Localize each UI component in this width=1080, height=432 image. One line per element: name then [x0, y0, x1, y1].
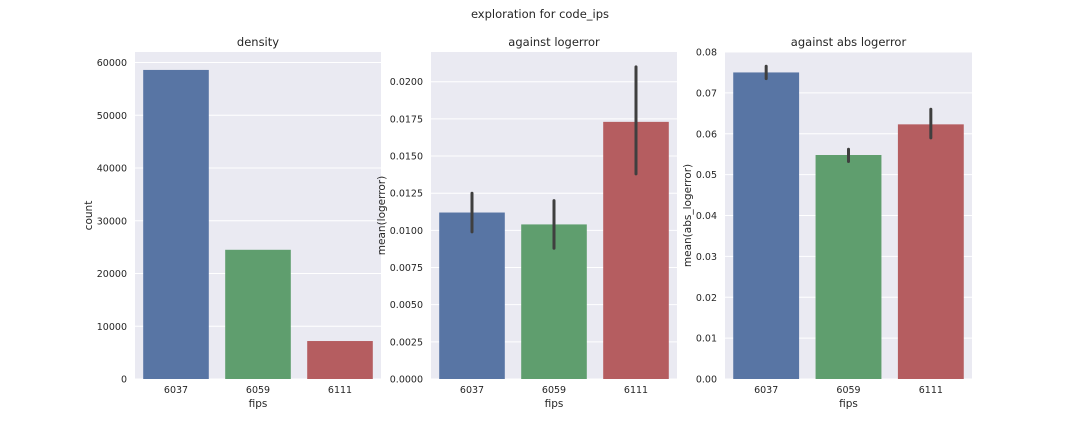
y-tick-label: 0.0150: [390, 152, 423, 163]
x-tick-label: 6037: [164, 385, 188, 396]
subplot-3: 0.00 0.01 0.02 0.03 0.04 0.05 0.06 0.07 0.08 6037…: [682, 35, 972, 410]
bar-6059: [521, 224, 587, 379]
y-tick-label: 0.0000: [390, 375, 423, 386]
y-tick-label: 0.04: [696, 211, 717, 222]
subplot-title: against logerror: [508, 35, 600, 49]
x-tick-label: 6111: [328, 385, 352, 396]
y-tick-label: 0.07: [696, 88, 717, 99]
y-tick-label: 30000: [97, 216, 127, 227]
y-tick-label: 0: [121, 375, 127, 386]
x-tick-label: 6111: [919, 385, 943, 396]
bar-6037: [143, 69, 209, 380]
x-axis-label: fips: [545, 398, 564, 410]
bar-6059: [225, 249, 291, 379]
y-tick-label: 0.0200: [390, 77, 423, 88]
x-tick-label: 6037: [460, 385, 484, 396]
y-tick-label: 20000: [97, 269, 127, 280]
subplot-1: 0 10000 20000 30000 40000 50000 60000 6037 6059 6…: [83, 35, 381, 410]
figure-suptitle: exploration for code_ips: [471, 7, 609, 21]
y-tick-label: 0.08: [696, 48, 717, 59]
bar-6037: [733, 72, 800, 379]
subplot-title: against abs logerror: [791, 35, 907, 49]
x-tick-label: 6059: [246, 385, 270, 396]
y-tick-label: 0.0100: [390, 226, 423, 237]
y-tick-label: 0.03: [696, 252, 717, 263]
x-tick-label: 6059: [542, 385, 566, 396]
bar-6111: [307, 341, 373, 379]
y-tick-label: 0.02: [696, 293, 717, 304]
y-tick-label: 40000: [97, 164, 127, 175]
subplot-panels: 0 10000 20000 30000 40000 50000 60000 6037 6059 6…: [83, 35, 972, 410]
y-tick-label: 0.0175: [390, 114, 423, 125]
x-tick-label: 6059: [836, 385, 860, 396]
y-tick-label: 0.05: [696, 170, 717, 181]
y-tick-label: 0.00: [696, 375, 717, 386]
y-tick-label: 50000: [97, 111, 127, 122]
bar-6037: [439, 212, 505, 379]
x-tick-label: 6037: [754, 385, 778, 396]
y-tick-label: 60000: [97, 58, 127, 69]
y-tick-label: 0.06: [696, 129, 717, 140]
y-tick-label: 0.01: [696, 334, 717, 345]
y-tick-label: 0.0050: [390, 300, 423, 311]
y-axis-label: mean(abs_logerror): [682, 164, 694, 267]
x-tick-label: 6111: [624, 385, 648, 396]
y-axis-label: mean(logerror): [376, 176, 388, 255]
bar-6059: [815, 155, 882, 379]
subplot-title: density: [237, 35, 279, 49]
y-tick-label: 0.0075: [390, 263, 423, 274]
subplot-2: 0.0000 0.0025 0.0050 0.0075 0.0100 0.0125 0.01…: [376, 35, 677, 410]
x-axis-label: fips: [839, 398, 858, 410]
bar-6111: [897, 124, 964, 379]
y-tick-label: 0.0025: [390, 337, 423, 348]
y-tick-label: 10000: [97, 322, 127, 333]
y-axis-label: count: [83, 201, 95, 231]
x-axis-label: fips: [249, 398, 268, 410]
y-tick-label: 0.0125: [390, 189, 423, 200]
